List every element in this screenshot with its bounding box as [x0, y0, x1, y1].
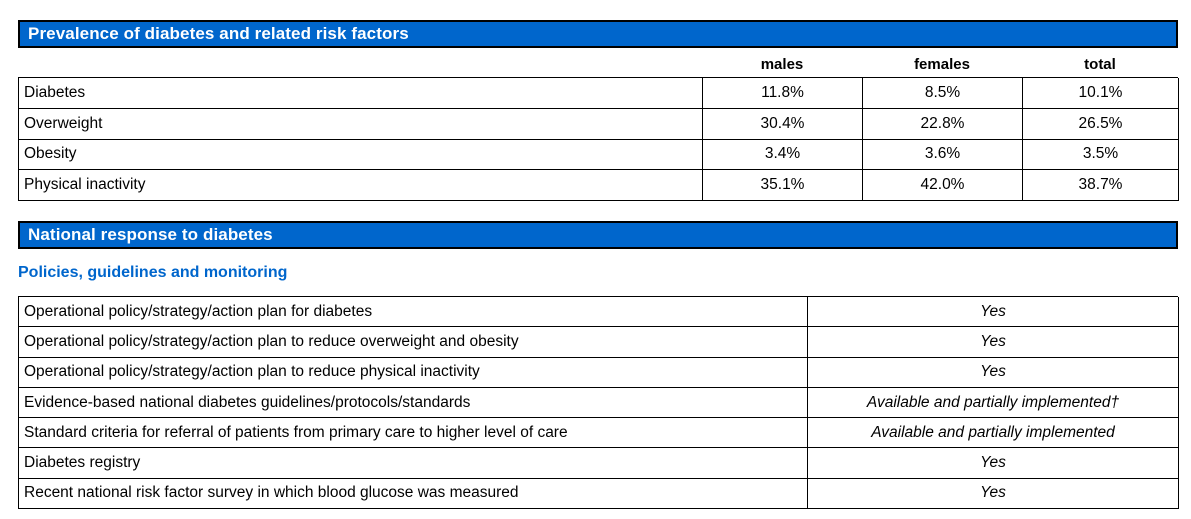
policy-label: Operational policy/strategy/action plan …: [19, 357, 808, 388]
table-row: Operational policy/strategy/action plan …: [19, 357, 1179, 388]
policy-status: Yes: [808, 357, 1179, 388]
row-label: Obesity: [19, 139, 703, 171]
males-value: 11.8%: [703, 78, 863, 109]
females-value: 8.5%: [863, 78, 1023, 109]
table-row: Physical inactivity 35.1% 42.0% 38.7%: [19, 170, 1179, 202]
total-value: 3.5%: [1023, 139, 1179, 171]
total-value: 38.7%: [1023, 170, 1179, 202]
row-label: Diabetes: [19, 78, 703, 109]
males-value: 3.4%: [703, 139, 863, 171]
response-section-header: National response to diabetes: [18, 221, 1178, 249]
policy-label: Operational policy/strategy/action plan …: [19, 327, 808, 358]
policy-label: Recent national risk factor survey in wh…: [19, 478, 808, 510]
policy-label: Operational policy/strategy/action plan …: [19, 297, 808, 328]
policy-label: Diabetes registry: [19, 448, 808, 479]
table-row: Diabetes registry Yes: [19, 448, 1179, 479]
policy-status: Available and partially implemented: [808, 418, 1179, 449]
table-row: Recent national risk factor survey in wh…: [19, 478, 1179, 510]
policy-label: Standard criteria for referral of patien…: [19, 418, 808, 449]
table-row: Operational policy/strategy/action plan …: [19, 297, 1179, 328]
total-value: 26.5%: [1023, 108, 1179, 140]
policy-label: Evidence-based national diabetes guideli…: [19, 387, 808, 419]
policy-status: Yes: [808, 448, 1179, 479]
females-value: 3.6%: [863, 139, 1023, 171]
females-value: 42.0%: [863, 170, 1023, 202]
row-label: Overweight: [19, 108, 703, 140]
males-value: 30.4%: [703, 108, 863, 140]
table-row: Standard criteria for referral of patien…: [19, 418, 1179, 449]
table-row: Evidence-based national diabetes guideli…: [19, 387, 1179, 419]
policy-status: Yes: [808, 478, 1179, 510]
row-label: Physical inactivity: [19, 170, 703, 202]
prevalence-column-header-row: males females total: [18, 54, 1178, 75]
column-header-total: total: [1084, 56, 1116, 73]
table-row: Obesity 3.4% 3.6% 3.5%: [19, 139, 1179, 171]
prevalence-table: Diabetes 11.8% 8.5% 10.1% Overweight 30.…: [18, 77, 1179, 202]
prevalence-section-title: Prevalence of diabetes and related risk …: [28, 24, 409, 43]
table-row: Diabetes 11.8% 8.5% 10.1%: [19, 78, 1179, 109]
table-row: Operational policy/strategy/action plan …: [19, 327, 1179, 358]
total-value: 10.1%: [1023, 78, 1179, 109]
policy-status: Yes: [808, 327, 1179, 358]
column-header-males: males: [760, 56, 804, 73]
column-header-spacer: [18, 54, 702, 75]
prevalence-section-header: Prevalence of diabetes and related risk …: [18, 20, 1178, 48]
policies-table: Operational policy/strategy/action plan …: [18, 296, 1179, 510]
column-header-females: females: [914, 56, 970, 73]
females-value: 22.8%: [863, 108, 1023, 140]
policy-status: Available and partially implemented†: [808, 387, 1179, 419]
policy-status: Yes: [808, 297, 1179, 328]
males-value: 35.1%: [703, 170, 863, 202]
response-section-title: National response to diabetes: [28, 225, 273, 244]
table-row: Overweight 30.4% 22.8% 26.5%: [19, 108, 1179, 140]
policies-subheading: Policies, guidelines and monitoring: [18, 264, 288, 281]
